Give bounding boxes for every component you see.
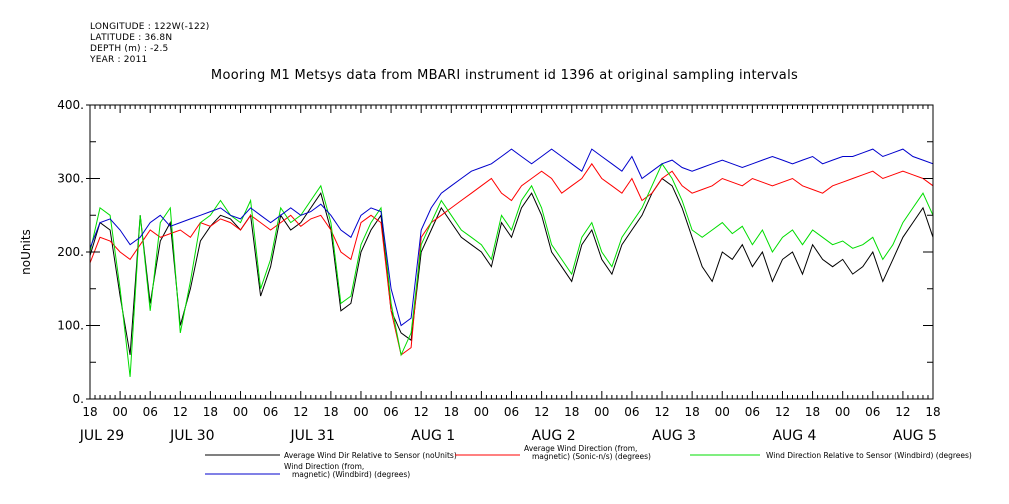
series-line-4 — [90, 148, 933, 327]
x-day-label: JUL 30 — [169, 428, 214, 444]
x-tick-label: 12 — [775, 405, 790, 419]
x-tick-label: 12 — [293, 405, 308, 419]
year-label: YEAR : 2011 — [90, 55, 148, 65]
axes-layer: 0. 100. 200. 300. 400. 18 00 06 12 18 00 06 12 18 00 06… — [57, 98, 940, 444]
x-tick-label: 00 — [715, 405, 730, 419]
legend-label-2: Average Wind Direction (from, magnetic) (… — [524, 444, 651, 461]
x-tick-label: 00 — [835, 405, 850, 419]
x-tick-label: 06 — [745, 405, 760, 419]
x-tick-label: 12 — [173, 405, 188, 419]
x-tick-label: 18 — [564, 405, 579, 419]
x-tick-label: 12 — [895, 405, 910, 419]
chart-title: Mooring M1 Metsys data from MBARI instru… — [210, 68, 799, 83]
x-tick-label: 06 — [263, 405, 278, 419]
x-tick-label: 00 — [233, 405, 248, 419]
x-tick-label: 06 — [504, 405, 519, 419]
x-tick-label: 12 — [414, 405, 429, 419]
series-line-2 — [90, 162, 933, 356]
x-tick-label: 18 — [925, 405, 940, 419]
x-tick-label: 06 — [624, 405, 639, 419]
x-day-label: AUG 2 — [532, 428, 576, 444]
x-tick-label: 00 — [353, 405, 368, 419]
x-tick-label: 18 — [685, 405, 700, 419]
series-layer — [90, 148, 933, 377]
x-tick-label: 00 — [594, 405, 609, 419]
x-tick-label: 18 — [323, 405, 338, 419]
x-tick-label: 18 — [444, 405, 459, 419]
latitude-label: LATITUDE : 36.8N — [90, 33, 173, 43]
x-day-label: AUG 3 — [652, 428, 696, 444]
y-tick-label: 400. — [57, 98, 84, 112]
x-day-label: AUG 1 — [411, 428, 455, 444]
legend: Average Wind Dir Relative to Sensor (noU… — [205, 444, 972, 479]
x-tick-label: 00 — [112, 405, 127, 419]
metadata-block: LONGITUDE : 122W(-122) LATITUDE : 36.8N … — [90, 22, 210, 66]
longitude-label: LONGITUDE : 122W(-122) — [90, 22, 210, 32]
x-tick-label: 18 — [82, 405, 97, 419]
x-tick-label: 06 — [143, 405, 158, 419]
x-day-label: AUG 5 — [893, 428, 937, 444]
x-tick-label: 06 — [865, 405, 880, 419]
x-tick-label: 18 — [805, 405, 820, 419]
x-day-label: AUG 4 — [772, 428, 816, 444]
x-day-label: JUL 31 — [290, 428, 335, 444]
x-tick-label: 06 — [383, 405, 398, 419]
legend-label-1: Average Wind Dir Relative to Sensor (noU… — [284, 451, 457, 460]
x-tick-label: 12 — [654, 405, 669, 419]
x-tick-label: 18 — [203, 405, 218, 419]
y-tick-label: 300. — [57, 172, 84, 186]
legend-label-3: Wind Direction Relative to Sensor (Windb… — [766, 451, 972, 460]
x-tick-label: 00 — [474, 405, 489, 419]
legend-label-4: Wind Direction (from, magnetic) (Windbird… — [284, 462, 410, 479]
x-tick-label: 12 — [534, 405, 549, 419]
y-tick-label: 0. — [73, 392, 84, 406]
x-day-label: JUL 29 — [79, 428, 124, 444]
depth-label: DEPTH (m) : -2.5 — [90, 44, 169, 54]
y-tick-label: 100. — [57, 319, 84, 333]
series-line-3 — [90, 162, 933, 377]
series-line-1 — [90, 177, 933, 355]
y-tick-label: 200. — [57, 245, 84, 259]
